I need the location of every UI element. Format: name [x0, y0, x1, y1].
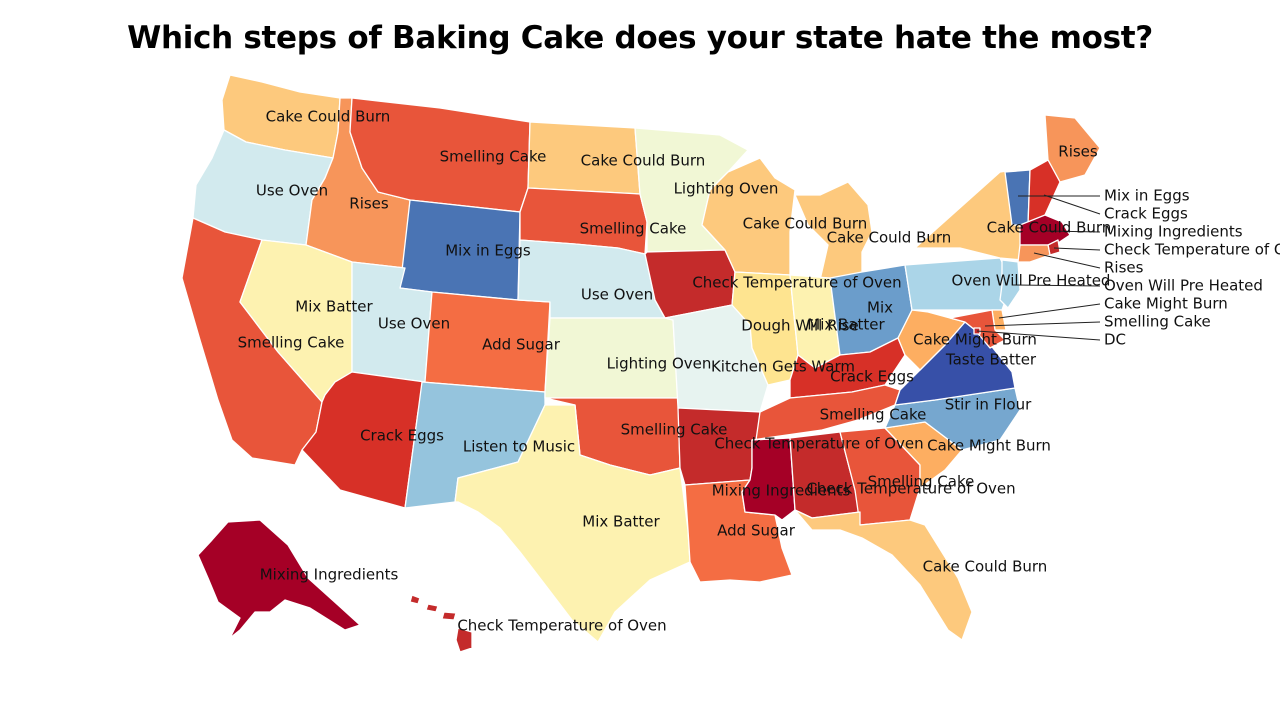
callout-label-nh: Crack Eggs	[1104, 205, 1188, 223]
state-label-wa: Cake Could Burn	[266, 108, 391, 126]
state-fl	[794, 509, 973, 641]
state-label-sc: Cake Might Burn	[927, 437, 1051, 455]
state-label-nm: Listen to Music	[463, 438, 575, 456]
state-label-ar: Check Temperature of Oven	[714, 435, 923, 453]
state-label-ne: Use Oven	[581, 286, 653, 304]
callout-label-vt: Mix in Eggs	[1104, 187, 1190, 205]
callout-label-md: Smelling Cake	[1104, 313, 1211, 331]
callout-label-dc: DC	[1104, 331, 1126, 349]
page-title: Which steps of Baking Cake does your sta…	[127, 20, 1153, 56]
callout-line-ct	[1033, 252, 1101, 269]
state-label-co: Add Sugar	[482, 336, 561, 354]
callout-label-de: Cake Might Burn	[1104, 295, 1228, 313]
callout-line-de	[998, 303, 1101, 319]
state-label-ca: Smelling Cake	[238, 334, 345, 352]
state-label-hi: Check Temperature of Oven	[457, 617, 666, 635]
state-nj	[999, 259, 1021, 309]
state-label-id: Rises	[349, 195, 389, 213]
callout-label-ct: Rises	[1104, 259, 1144, 277]
state-label-mi: Cake Could Burn	[827, 229, 952, 247]
state-labels-layer: Cake Could Burn Use Oven Smelling Cake Rise…	[238, 108, 1280, 635]
state-label-ok: Smelling Cake	[621, 421, 728, 439]
callout-line-md	[984, 321, 1101, 327]
state-label-nv: Mix Batter	[295, 298, 373, 316]
state-label-or: Use Oven	[256, 182, 328, 200]
callout-line-nj	[1011, 284, 1101, 287]
state-label-wi: Cake Could Burn	[743, 215, 868, 233]
callout-label-nj: Oven Will Pre Heated	[1104, 277, 1263, 295]
state-label-sd: Smelling Cake	[580, 220, 687, 238]
state-label-nd: Cake Could Burn	[581, 152, 706, 170]
state-label-nc: Stir in Flour	[945, 396, 1032, 414]
state-label-wy: Mix in Eggs	[445, 242, 531, 260]
state-label-ga: Smelling Cake	[868, 473, 975, 491]
state-label-tn: Smelling Cake	[820, 406, 927, 424]
state-label-va: Taste Batter	[945, 351, 1037, 369]
state-label-il: Dough Will Rise	[741, 317, 858, 335]
state-label-mn: Lighting Oven	[674, 180, 779, 198]
state-tx	[454, 404, 691, 643]
state-label-me: Rises	[1058, 143, 1098, 161]
state-label-ak: Mixing Ingredients	[260, 566, 399, 584]
state-label-al: Check Temperature of Oven	[806, 480, 1015, 498]
state-mi	[794, 181, 873, 281]
state-label-fl: Cake Could Burn	[923, 558, 1048, 576]
callout-line-nh	[1043, 194, 1101, 215]
state-label-ms: Mixing Ingredients	[712, 482, 851, 500]
state-label-wv: Cake Might Burn	[913, 331, 1037, 349]
state-label-tx: Mix Batter	[582, 513, 660, 531]
state-ak	[197, 519, 361, 639]
state-nh	[1027, 159, 1061, 226]
state-label-ia: Check Temperature of Oven	[692, 274, 901, 292]
callout-label-ma: Mixing Ingredients	[1104, 223, 1243, 241]
state-label-la: Add Sugar	[717, 522, 796, 540]
callout-line-dc	[976, 330, 1101, 341]
state-label-az: Crack Eggs	[360, 427, 444, 445]
states-layer	[181, 74, 1101, 653]
state-label-oh: Mix	[867, 299, 893, 317]
callout-line-ma	[1045, 230, 1101, 233]
state-label-ks: Lighting Oven	[607, 355, 712, 373]
callout-line-ri	[1053, 247, 1101, 251]
state-label-in: Mix Batter	[807, 316, 885, 334]
callout-label-ri: Check Temperature of Oven	[1104, 241, 1280, 259]
callout-lines-layer	[976, 194, 1101, 341]
state-hi	[409, 594, 473, 653]
state-label-ny: Cake Could Burn	[987, 219, 1112, 237]
state-label-ut: Use Oven	[378, 315, 450, 333]
state-label-mt: Smelling Cake	[440, 148, 547, 166]
state-label-mo: Kitchen Gets Warm	[711, 358, 855, 376]
state-label-pa: Oven Will Pre Heated	[952, 272, 1111, 290]
state-label-ky: Crack Eggs	[830, 368, 914, 386]
